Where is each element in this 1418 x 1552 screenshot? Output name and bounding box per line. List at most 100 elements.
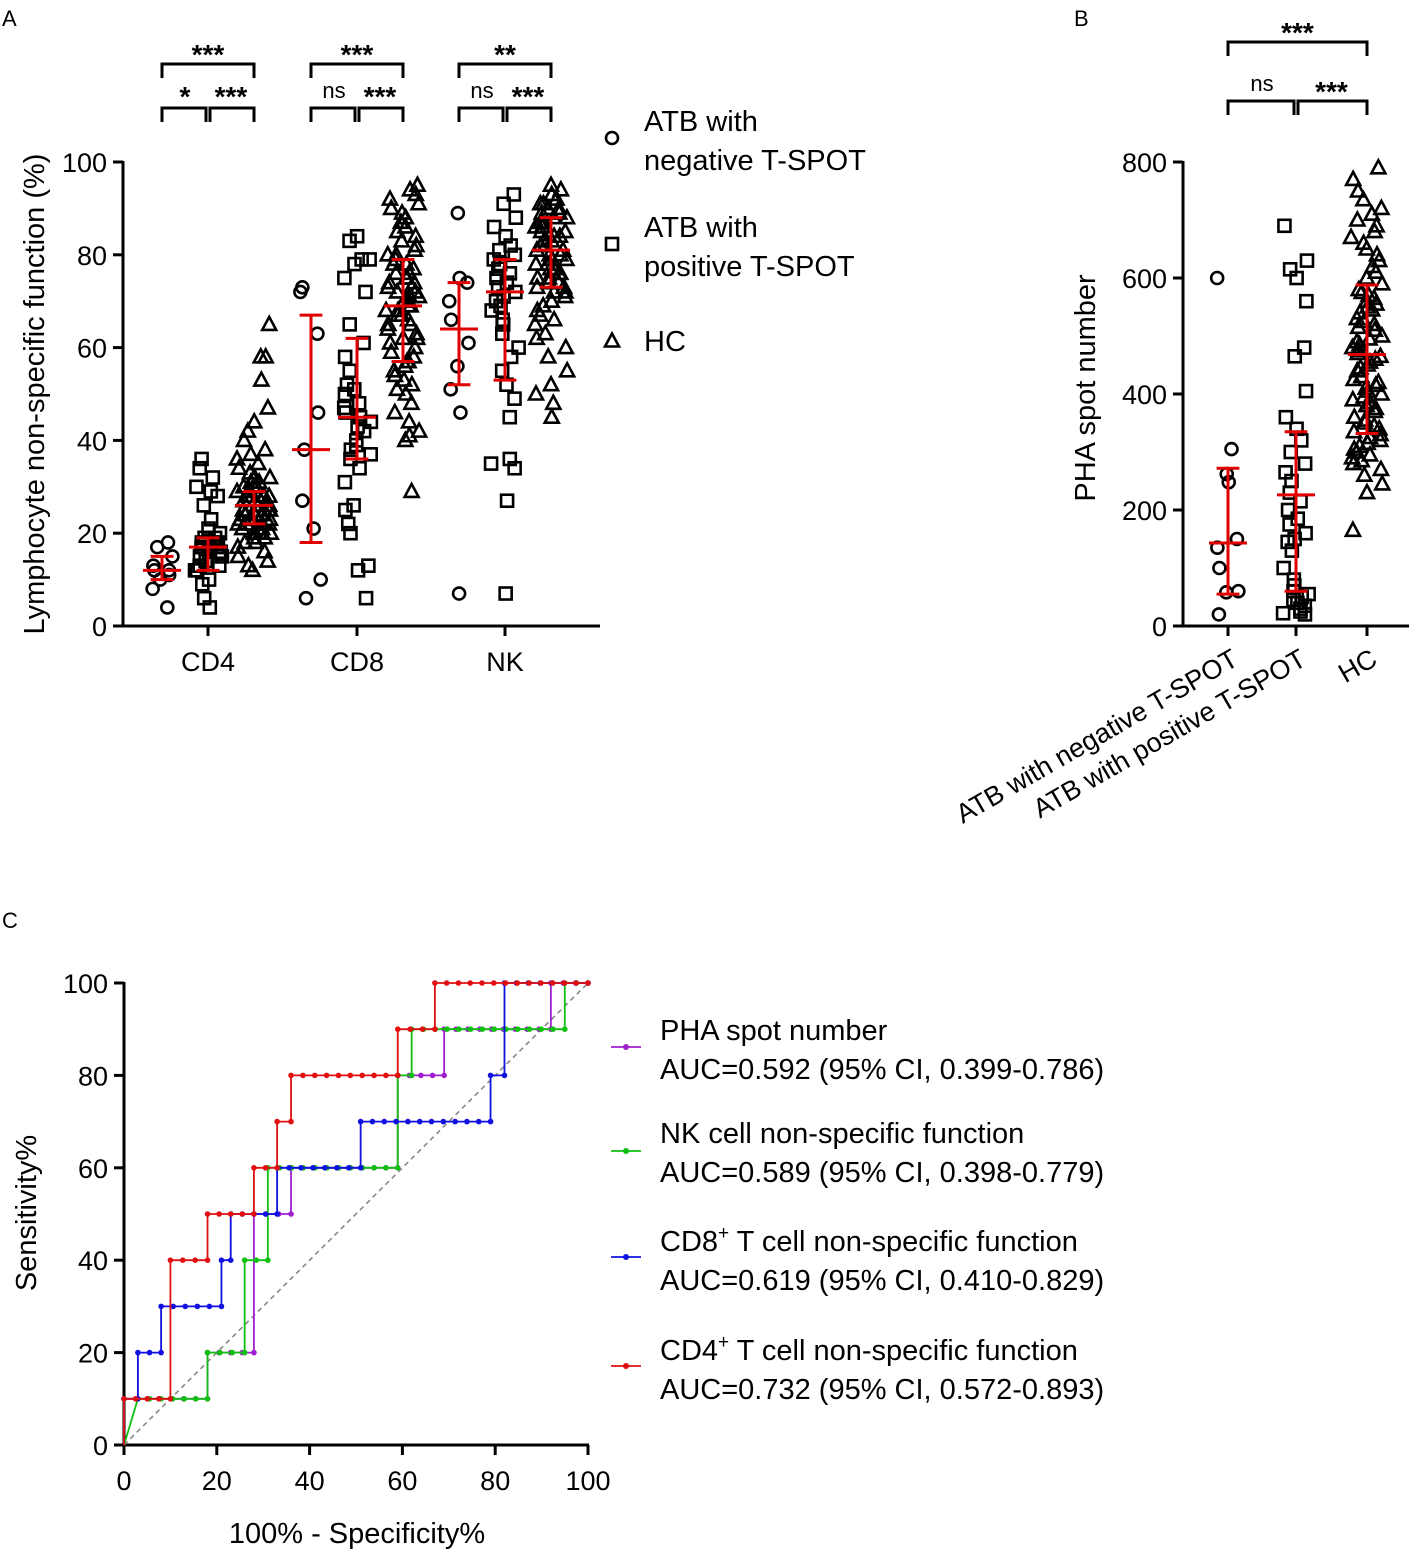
legend-c-item-3-name: CD4+ T cell non-specific function	[660, 1332, 1078, 1367]
point-a-triangle	[406, 184, 425, 202]
point-a-circle	[306, 521, 321, 536]
roc-point-1	[467, 1026, 474, 1032]
roc-point-3	[204, 1211, 211, 1217]
roc-point-3	[347, 1072, 354, 1079]
point-a-square	[363, 447, 378, 462]
point-a-square	[196, 590, 212, 606]
point-b-circle	[1212, 560, 1227, 576]
point-a-square	[495, 312, 510, 328]
roc-point-3	[156, 1396, 162, 1402]
roc-point-1	[217, 1349, 223, 1356]
point-a-triangle	[399, 263, 419, 281]
roc-point-0	[288, 1211, 294, 1217]
point-a-triangle	[528, 267, 547, 285]
point-a-triangle	[557, 360, 577, 378]
roc-point-3	[216, 1211, 222, 1217]
point-a-triangle	[391, 212, 411, 230]
roc-point-3	[467, 980, 474, 986]
roc-point-3	[262, 1165, 269, 1171]
roc-point-2	[333, 1165, 340, 1171]
point-a-triangle	[404, 258, 423, 276]
legend-c-marker-2	[623, 1254, 629, 1260]
point-a-square	[483, 456, 499, 471]
roc-point-2	[345, 1165, 352, 1171]
chart-c-ytick-label: 20	[78, 1339, 108, 1369]
roc-point-3	[288, 1072, 294, 1079]
legend-a-symbol-triangle	[602, 330, 622, 348]
point-a-triangle	[255, 541, 274, 559]
sig-a-left: ns	[322, 78, 345, 103]
point-a-triangle	[408, 174, 427, 192]
roc-point-3	[573, 980, 580, 986]
chart-b-xtick-label-0: ATB with negative T-SPOT	[951, 643, 1243, 829]
point-a-square	[337, 386, 353, 402]
point-b-triangle	[1365, 314, 1384, 332]
point-a-square	[358, 284, 373, 300]
roc-point-2	[428, 1118, 435, 1125]
legend-c-item-0-auc: AUC=0.592 (95% CI, 0.399-0.786)	[660, 1054, 1104, 1086]
roc-point-1	[193, 1396, 199, 1402]
point-a-square	[502, 451, 518, 467]
roc-point-1	[408, 1072, 415, 1079]
roc-point-1	[229, 1349, 236, 1356]
chart-a-lymphocyte-function: Lymphocyte non-specific function (%) ATB…	[19, 39, 866, 677]
legend-a-item-1-line1: ATB with	[644, 212, 758, 244]
chart-c-xtick-label: 0	[116, 1466, 131, 1496]
roc-point-3	[132, 1396, 139, 1402]
point-a-square	[484, 303, 499, 318]
bracket-a-right	[505, 106, 553, 122]
point-a-square	[194, 451, 209, 467]
legend-a-symbol-square	[604, 236, 620, 252]
roc-point-3	[167, 1396, 174, 1402]
legend-a-item-1-line2: positive T-SPOT	[644, 251, 855, 283]
roc-point-3	[274, 1118, 280, 1125]
roc-point-3	[455, 980, 462, 986]
legend-c-item-2-rest: T cell non-specific function	[729, 1226, 1078, 1258]
point-b-triangle	[1343, 389, 1363, 407]
point-b-square	[1275, 605, 1291, 621]
point-b-square	[1278, 409, 1294, 425]
roc-point-2	[464, 1118, 470, 1125]
point-a-circle	[441, 293, 457, 309]
point-a-triangle	[258, 397, 278, 415]
point-b-square	[1287, 348, 1303, 364]
roc-point-1	[526, 1026, 533, 1032]
point-a-square	[342, 363, 358, 379]
roc-point-2	[322, 1165, 328, 1171]
point-a-triangle	[531, 212, 550, 230]
roc-point-3	[121, 1396, 127, 1402]
roc-point-3	[432, 980, 438, 986]
roc-point-2	[298, 1165, 304, 1171]
roc-point-2	[487, 1118, 494, 1125]
roc-point-3	[479, 980, 485, 986]
roc-point-2	[475, 1118, 482, 1125]
chart-c-xlabel: 100% - Specificity%	[229, 1518, 485, 1550]
point-b-square	[1298, 383, 1314, 399]
legend-a-item-0-line2: negative T-SPOT	[644, 145, 866, 177]
roc-point-2	[487, 1072, 494, 1079]
point-a-triangle	[260, 467, 280, 485]
point-a-triangle	[544, 309, 564, 327]
roc-point-2	[158, 1349, 164, 1356]
point-a-square	[489, 270, 504, 286]
point-a-square	[196, 498, 212, 513]
roc-point-3	[407, 1026, 413, 1032]
legend-c-item-1-auc: AUC=0.589 (95% CI, 0.398-0.779)	[660, 1157, 1104, 1189]
point-a-triangle	[382, 341, 401, 360]
legend-c-item-2-name: CD8+ T cell non-specific function	[660, 1223, 1078, 1258]
point-b-square	[1297, 456, 1313, 471]
sig-a-right: ***	[364, 81, 397, 112]
point-a-square	[496, 196, 511, 212]
legend-c-item-3-sup: +	[718, 1332, 729, 1353]
roc-point-3	[167, 1257, 174, 1263]
point-b-circle	[1224, 441, 1239, 457]
roc-point-1	[455, 1026, 462, 1032]
roc-point-1	[562, 1026, 568, 1032]
roc-point-2	[227, 1257, 234, 1263]
roc-point-3	[204, 1257, 211, 1263]
point-a-circle	[145, 581, 160, 597]
point-a-triangle	[376, 300, 396, 318]
bracket-a-left	[160, 106, 208, 122]
point-a-triangle	[387, 379, 407, 397]
roc-point-1	[444, 1026, 450, 1032]
